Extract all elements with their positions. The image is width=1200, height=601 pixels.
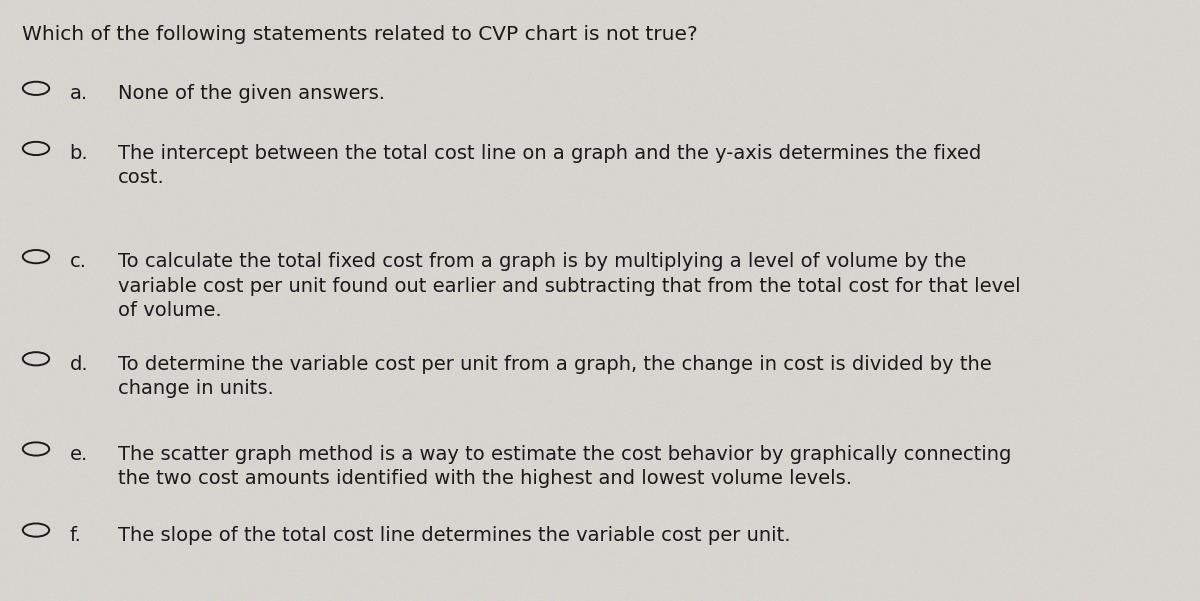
Text: To calculate the total fixed cost from a graph is by multiplying a level of volu: To calculate the total fixed cost from a… [118, 252, 1020, 320]
Text: a.: a. [70, 84, 88, 103]
Text: f.: f. [70, 526, 82, 545]
Text: None of the given answers.: None of the given answers. [118, 84, 385, 103]
Text: The intercept between the total cost line on a graph and the y-axis determines t: The intercept between the total cost lin… [118, 144, 980, 188]
Text: d.: d. [70, 355, 89, 374]
Text: Which of the following statements related to CVP chart is not true?: Which of the following statements relate… [22, 25, 697, 44]
Text: b.: b. [70, 144, 89, 163]
Text: c.: c. [70, 252, 86, 272]
Text: To determine the variable cost per unit from a graph, the change in cost is divi: To determine the variable cost per unit … [118, 355, 991, 398]
Text: The scatter graph method is a way to estimate the cost behavior by graphically c: The scatter graph method is a way to est… [118, 445, 1010, 488]
Text: e.: e. [70, 445, 88, 464]
Text: The slope of the total cost line determines the variable cost per unit.: The slope of the total cost line determi… [118, 526, 790, 545]
